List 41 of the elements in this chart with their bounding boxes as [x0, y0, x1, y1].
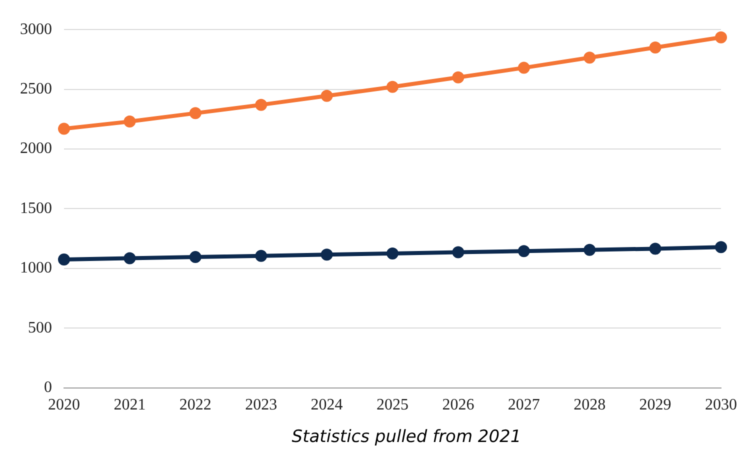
point — [58, 253, 70, 266]
point — [452, 246, 464, 258]
x-tick-label: 2024 — [310, 396, 343, 414]
x-tick-label: 2030 — [705, 396, 737, 414]
point — [715, 241, 727, 254]
point — [518, 62, 530, 74]
point — [386, 80, 398, 93]
point — [518, 245, 530, 258]
point — [124, 116, 136, 128]
point — [124, 252, 136, 264]
point — [320, 248, 333, 261]
x-tick-label: 2026 — [442, 396, 474, 414]
y-tick-label: 0 — [44, 379, 52, 396]
point — [320, 90, 333, 102]
point — [584, 244, 596, 256]
point — [255, 98, 268, 111]
y-tick-label: 2000 — [20, 140, 52, 158]
point — [715, 31, 727, 44]
y-tick-label: 1000 — [20, 260, 52, 277]
point — [189, 251, 202, 264]
point — [189, 107, 202, 120]
point — [649, 42, 662, 54]
point — [255, 250, 268, 262]
point — [386, 247, 398, 260]
y-tick-label: 1500 — [20, 200, 52, 217]
x-tick-label: 2023 — [245, 396, 278, 414]
y-tick-label: 3000 — [20, 20, 52, 38]
point — [58, 122, 70, 135]
x-tick-label: 2027 — [508, 396, 540, 414]
x-tick-label: 2025 — [376, 396, 408, 414]
point — [452, 71, 464, 84]
text: Statistics pulled from 2021 — [290, 427, 522, 447]
point — [649, 242, 662, 255]
x-tick-label: 2029 — [639, 396, 672, 414]
point — [584, 52, 596, 64]
x-tick-label: 2028 — [574, 396, 606, 414]
y-tick-label: 500 — [28, 319, 52, 336]
y-tick-label: 2500 — [20, 80, 52, 98]
x-tick-label: 2022 — [179, 396, 212, 414]
x-tick-label: 2020 — [48, 396, 80, 414]
x-tick-label: 2021 — [114, 396, 146, 414]
